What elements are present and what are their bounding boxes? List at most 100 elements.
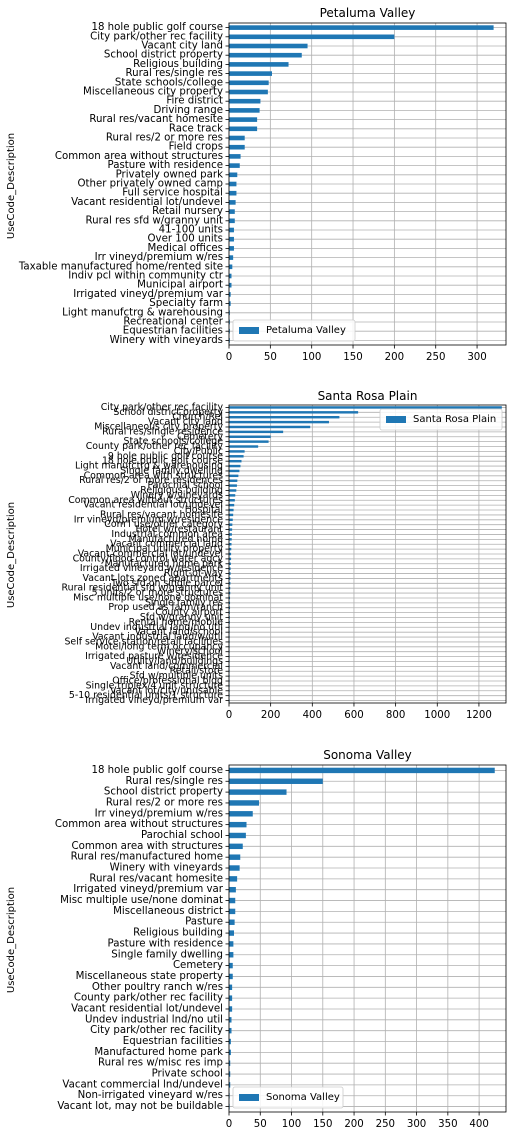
bar [229,450,245,453]
y-tick-label: School district property [113,407,223,418]
x-tick-label: 600 [344,710,363,721]
bar [229,415,340,419]
legend-swatch [386,416,406,423]
y-tick-label: Recreational center [123,317,223,328]
y-tick-label: Rural res/single residence [102,426,223,437]
y-tick-label: 41-100 units [159,225,223,236]
bar [229,181,237,187]
y-tick-label: Irr vineyd/premium w/res [95,252,223,263]
y-tick-label: County airport [155,607,223,618]
y-tick-label: Pasture with residence [108,938,223,949]
bar [229,962,233,969]
y-tick-label: Winery with vineyards [110,863,223,874]
bar [229,25,494,30]
bar [229,218,235,224]
chart-title: Sonoma Valley [323,748,412,762]
bar [229,328,230,334]
y-tick-label: Race track [169,123,223,134]
bar [229,430,284,434]
y-tick-label: Full service hospital [122,188,223,199]
y-tick-label: Vacant commercial lnd/undevel [62,1079,223,1090]
bar [229,503,235,507]
bar [229,264,233,270]
y-tick-label: Vacant lot, may not be buildable [57,1101,223,1112]
y-tick-label: Vacant commercial lot/undevel [78,549,223,560]
bar [229,34,395,40]
y-tick-label: Single triplex/4 unit structure [86,680,224,691]
y-tick-label: Motel/long term occupancy [95,641,223,652]
y-tick-label: Non-irrigated vineyard w/res [78,1090,223,1101]
bar [229,455,244,458]
y-tick-label: 5 units/2 or more structures [92,588,223,599]
y-tick-label: Indiv pcl within community ctr [68,271,224,282]
y-tick-label: Undev industrial land/no util [90,622,223,633]
x-tick-label: 1200 [466,710,492,721]
y-tick-label: Religious building [133,928,223,939]
bar [229,886,236,893]
bar [229,425,311,429]
y-tick-label: Light manufctrg & warehousing [75,461,223,472]
bar [229,865,240,871]
bar [229,479,238,482]
bar [229,984,233,991]
bar [229,538,232,541]
x-tick-label: 250 [376,1119,395,1130]
y-tick-label: Hotel w/restaurant [135,524,223,535]
bar [229,474,239,478]
bar [229,435,271,438]
legend-swatch [239,1094,259,1101]
y-tick-label: Right-of-way [164,568,224,579]
bar [229,995,233,1001]
bar [229,606,231,609]
bar [229,62,289,67]
chart-title: Santa Rosa Plain [318,389,418,403]
y-tick-label: Irrigated vineyd/premium var [73,289,224,300]
bar [229,586,231,590]
bar [229,80,269,86]
bar [229,144,245,150]
bar [229,518,233,522]
legend-label: Sonoma Valley [266,1092,340,1103]
bar [229,440,269,443]
bar [229,52,302,58]
y-tick-label: Municipal airport [137,280,223,291]
y-tick-label: Undev industrial lnd/no util [85,1014,223,1025]
bar [229,800,260,806]
y-tick-label: Vacant lots zoned apartments [83,573,224,584]
bar [229,464,241,468]
bar [229,952,234,958]
y-tick-label: Vacant city land [141,41,223,52]
x-tick-label: 350 [438,1119,457,1130]
y-tick-label: Taxable manufactured home/rented site [18,261,223,272]
bar [229,508,234,512]
y-tick-label: Manufactured home park [94,1047,223,1058]
y-axis-title: UseCode_Description [6,502,17,608]
bar [229,930,235,936]
y-tick-label: Vacant land/commercial [110,661,223,672]
y-tick-label: Privately owned park [116,169,224,180]
bar [229,1071,231,1077]
y-axis-title: UseCode_Description [6,133,17,239]
chart-title: Petaluma Valley [320,6,416,20]
bar [229,469,240,473]
y-tick-label: Church/Rel [172,412,223,423]
bar [229,552,232,556]
y-tick-label: Rural res/single res [126,68,224,79]
y-tick-label: Office/professional bldg [112,676,223,687]
legend-frame [379,408,503,431]
x-tick-label: 150 [343,352,362,363]
y-tick-label: Irrigated vineyard w/residence [80,563,223,574]
bar [229,577,231,580]
y-tick-label: Vacant industrial land/w/util [92,632,223,643]
bar [229,621,230,624]
bar [229,557,232,561]
bar [229,832,246,839]
bar [229,778,323,784]
y-tick-label: Common area without structures [55,151,223,162]
legend: Santa Rosa Plain [379,408,503,431]
bar [229,789,287,795]
y-tick-label: Rural res/single res [126,776,224,787]
y-tick-label: Vacant residential lot/undevel [71,1003,223,1014]
